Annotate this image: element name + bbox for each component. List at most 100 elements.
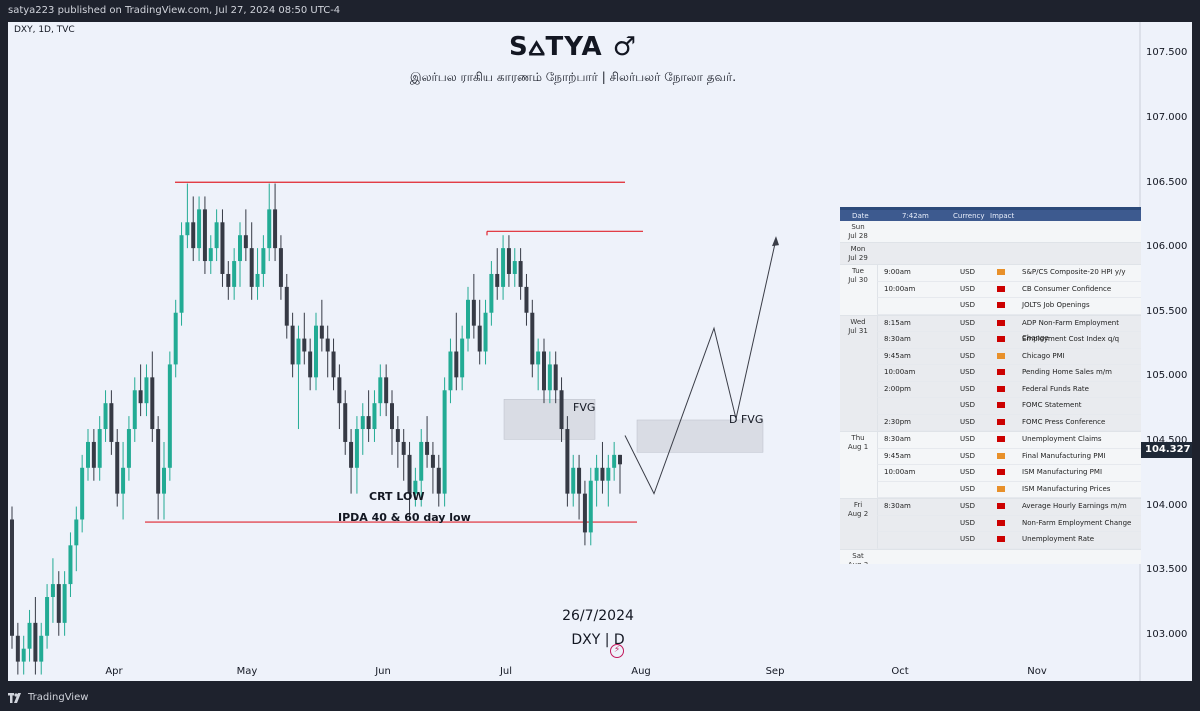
event-currency: USD	[960, 518, 975, 527]
candle-body	[191, 222, 196, 249]
calendar-header-impact: Impact	[990, 211, 1015, 220]
event-name: ADP Non-Farm Employment Change	[1022, 318, 1119, 343]
calendar-header-date: Date	[852, 211, 869, 220]
calendar-event-row[interactable]: 2:00pm USD Federal Funds Rate	[877, 381, 1141, 398]
event-currency: USD	[960, 384, 975, 393]
impact-folder-icon	[997, 302, 1005, 308]
price-tick: 104.500	[1146, 434, 1188, 446]
event-time: 9:45am	[884, 451, 911, 460]
calendar-day-group: Wed Jul 31 8:15am USD ADP Non-Farm Employmen…	[840, 315, 1141, 432]
time-tick: Jul	[499, 666, 513, 677]
calendar-event-row[interactable]: USD Non-Farm Employment Change	[877, 515, 1141, 532]
calendar-header-time: 7:42am	[902, 211, 929, 220]
candle-body	[407, 454, 412, 494]
impact-folder-icon	[997, 436, 1005, 442]
impact-folder-icon	[997, 369, 1005, 375]
calendar-event-row[interactable]: 2:30pm USD FOMC Press Conference	[877, 414, 1141, 431]
candle-body	[512, 261, 517, 274]
calendar-event-row[interactable]: USD Unemployment Rate	[877, 532, 1141, 549]
event-name: Average Hourly Earnings m/m	[1022, 502, 1127, 510]
candle-body	[506, 248, 511, 274]
event-name: Employment Cost Index q/q	[1022, 335, 1120, 343]
candle-body	[45, 597, 50, 636]
candle-body	[10, 519, 14, 636]
candle-body	[395, 429, 400, 442]
candle-body	[489, 273, 494, 313]
event-time: 10:00am	[884, 284, 916, 293]
candle-body	[553, 364, 558, 391]
candle-body	[600, 467, 605, 481]
calendar-date: Jul 28	[848, 232, 868, 240]
candle-body	[68, 545, 73, 585]
calendar-day-label: Mon Jul 29	[840, 245, 876, 263]
time-tick: Sep	[765, 666, 785, 677]
impact-folder-icon	[997, 352, 1005, 359]
candle-body	[173, 312, 178, 365]
candle-body	[290, 325, 295, 365]
calendar-event-row[interactable]: USD ISM Manufacturing Prices	[877, 481, 1141, 498]
calendar-weekday: Thu	[851, 434, 865, 442]
event-time: 8:15am	[884, 318, 911, 327]
calendar-event-row[interactable]: 8:15am USD ADP Non-Farm Employment Change	[877, 315, 1141, 342]
candle-body	[378, 377, 383, 404]
calendar-event-row[interactable]: 9:00am USD S&P/CS Composite-20 HPI y/y	[877, 265, 1141, 282]
calendar-event-row[interactable]: 8:30am USD Employment Cost Index q/q	[877, 332, 1141, 349]
calendar-event-row[interactable]: 10:00am USD CB Consumer Confidence	[877, 281, 1141, 298]
symbol-info[interactable]: DXY, 1D, TVC	[14, 25, 75, 35]
candle-body	[559, 390, 564, 430]
price-tick: 103.000	[1146, 628, 1188, 640]
chart-pane[interactable]: DXY, 1D, TVC S⩟TYA ♂ இலர்பல ராகிய காரணம்…	[8, 22, 1192, 681]
candle-body	[577, 467, 582, 494]
calendar-weekday: Sun	[851, 223, 865, 231]
impact-folder-icon	[997, 285, 1005, 292]
calendar-day-label: SatAug 3	[840, 552, 876, 565]
candle-body	[56, 584, 61, 623]
flash-icon[interactable]: ⚡	[610, 644, 624, 658]
impact-folder-icon	[997, 536, 1005, 542]
calendar-day-group: Fri Aug 2 8:30am USD Average Hourly Earnings…	[840, 499, 1141, 550]
calendar-date: Jul 29	[848, 254, 868, 262]
calendar-weekday: Mon	[850, 245, 866, 253]
published-header: satya223 published on TradingView.com, J…	[0, 0, 1200, 22]
candle-body	[343, 403, 348, 442]
tradingview-logo[interactable]: TradingView	[8, 692, 88, 703]
time-tick: Aug	[631, 666, 651, 677]
candle-body	[197, 209, 202, 249]
candle-body	[202, 209, 207, 262]
calendar-event-row[interactable]: 9:45am USD Chicago PMI	[877, 348, 1141, 365]
calendar-event-row[interactable]: USD JOLTS Job Openings	[877, 298, 1141, 315]
calendar-day-group: Thu Aug 1 8:30am USD Unemployment Claims 9:45…	[840, 432, 1141, 499]
calendar-event-row[interactable]: 8:30am USD Average Hourly Earnings m/m	[877, 499, 1141, 516]
time-tick: Nov	[1027, 666, 1047, 677]
calendar-event-row[interactable]: USD FOMC Statement	[877, 398, 1141, 415]
price-chart[interactable]	[8, 22, 1192, 681]
calendar-date: Aug 3	[840, 561, 876, 565]
candle-body	[278, 248, 283, 287]
impact-folder-icon	[997, 485, 1005, 492]
candle-body	[565, 429, 570, 494]
candle-body	[302, 338, 307, 352]
candle-body	[501, 248, 506, 287]
ticker-label: DXY | D	[571, 632, 625, 648]
calendar-event-row[interactable]: 9:45am USD Final Manufacturing PMI	[877, 448, 1141, 465]
calendar-date: Aug 2	[847, 510, 869, 518]
impact-folder-icon	[997, 503, 1005, 509]
price-tick: 107.500	[1146, 47, 1188, 59]
calendar-empty-row	[840, 550, 1141, 565]
candle-body	[138, 390, 143, 404]
event-time: 8:30am	[884, 502, 911, 510]
candle-body	[156, 429, 161, 494]
candle-body	[430, 454, 435, 468]
event-currency: USD	[960, 351, 975, 360]
calendar-event-row[interactable]: 10:00am USD Pending Home Sales m/m	[877, 365, 1141, 382]
candle-body	[536, 351, 541, 365]
candle-body	[232, 261, 237, 287]
impact-folder-icon	[997, 452, 1005, 459]
calendar-day-group: SatAug 3	[840, 550, 1141, 565]
calendar-event-row[interactable]: 8:30am USD Unemployment Claims	[877, 432, 1141, 449]
candle-body	[547, 364, 552, 391]
candle-body	[349, 441, 354, 468]
calendar-event-row[interactable]: 10:00am USD ISM Manufacturing PMI	[877, 465, 1141, 482]
fvg-zone	[503, 399, 596, 440]
projection-path	[624, 238, 777, 495]
